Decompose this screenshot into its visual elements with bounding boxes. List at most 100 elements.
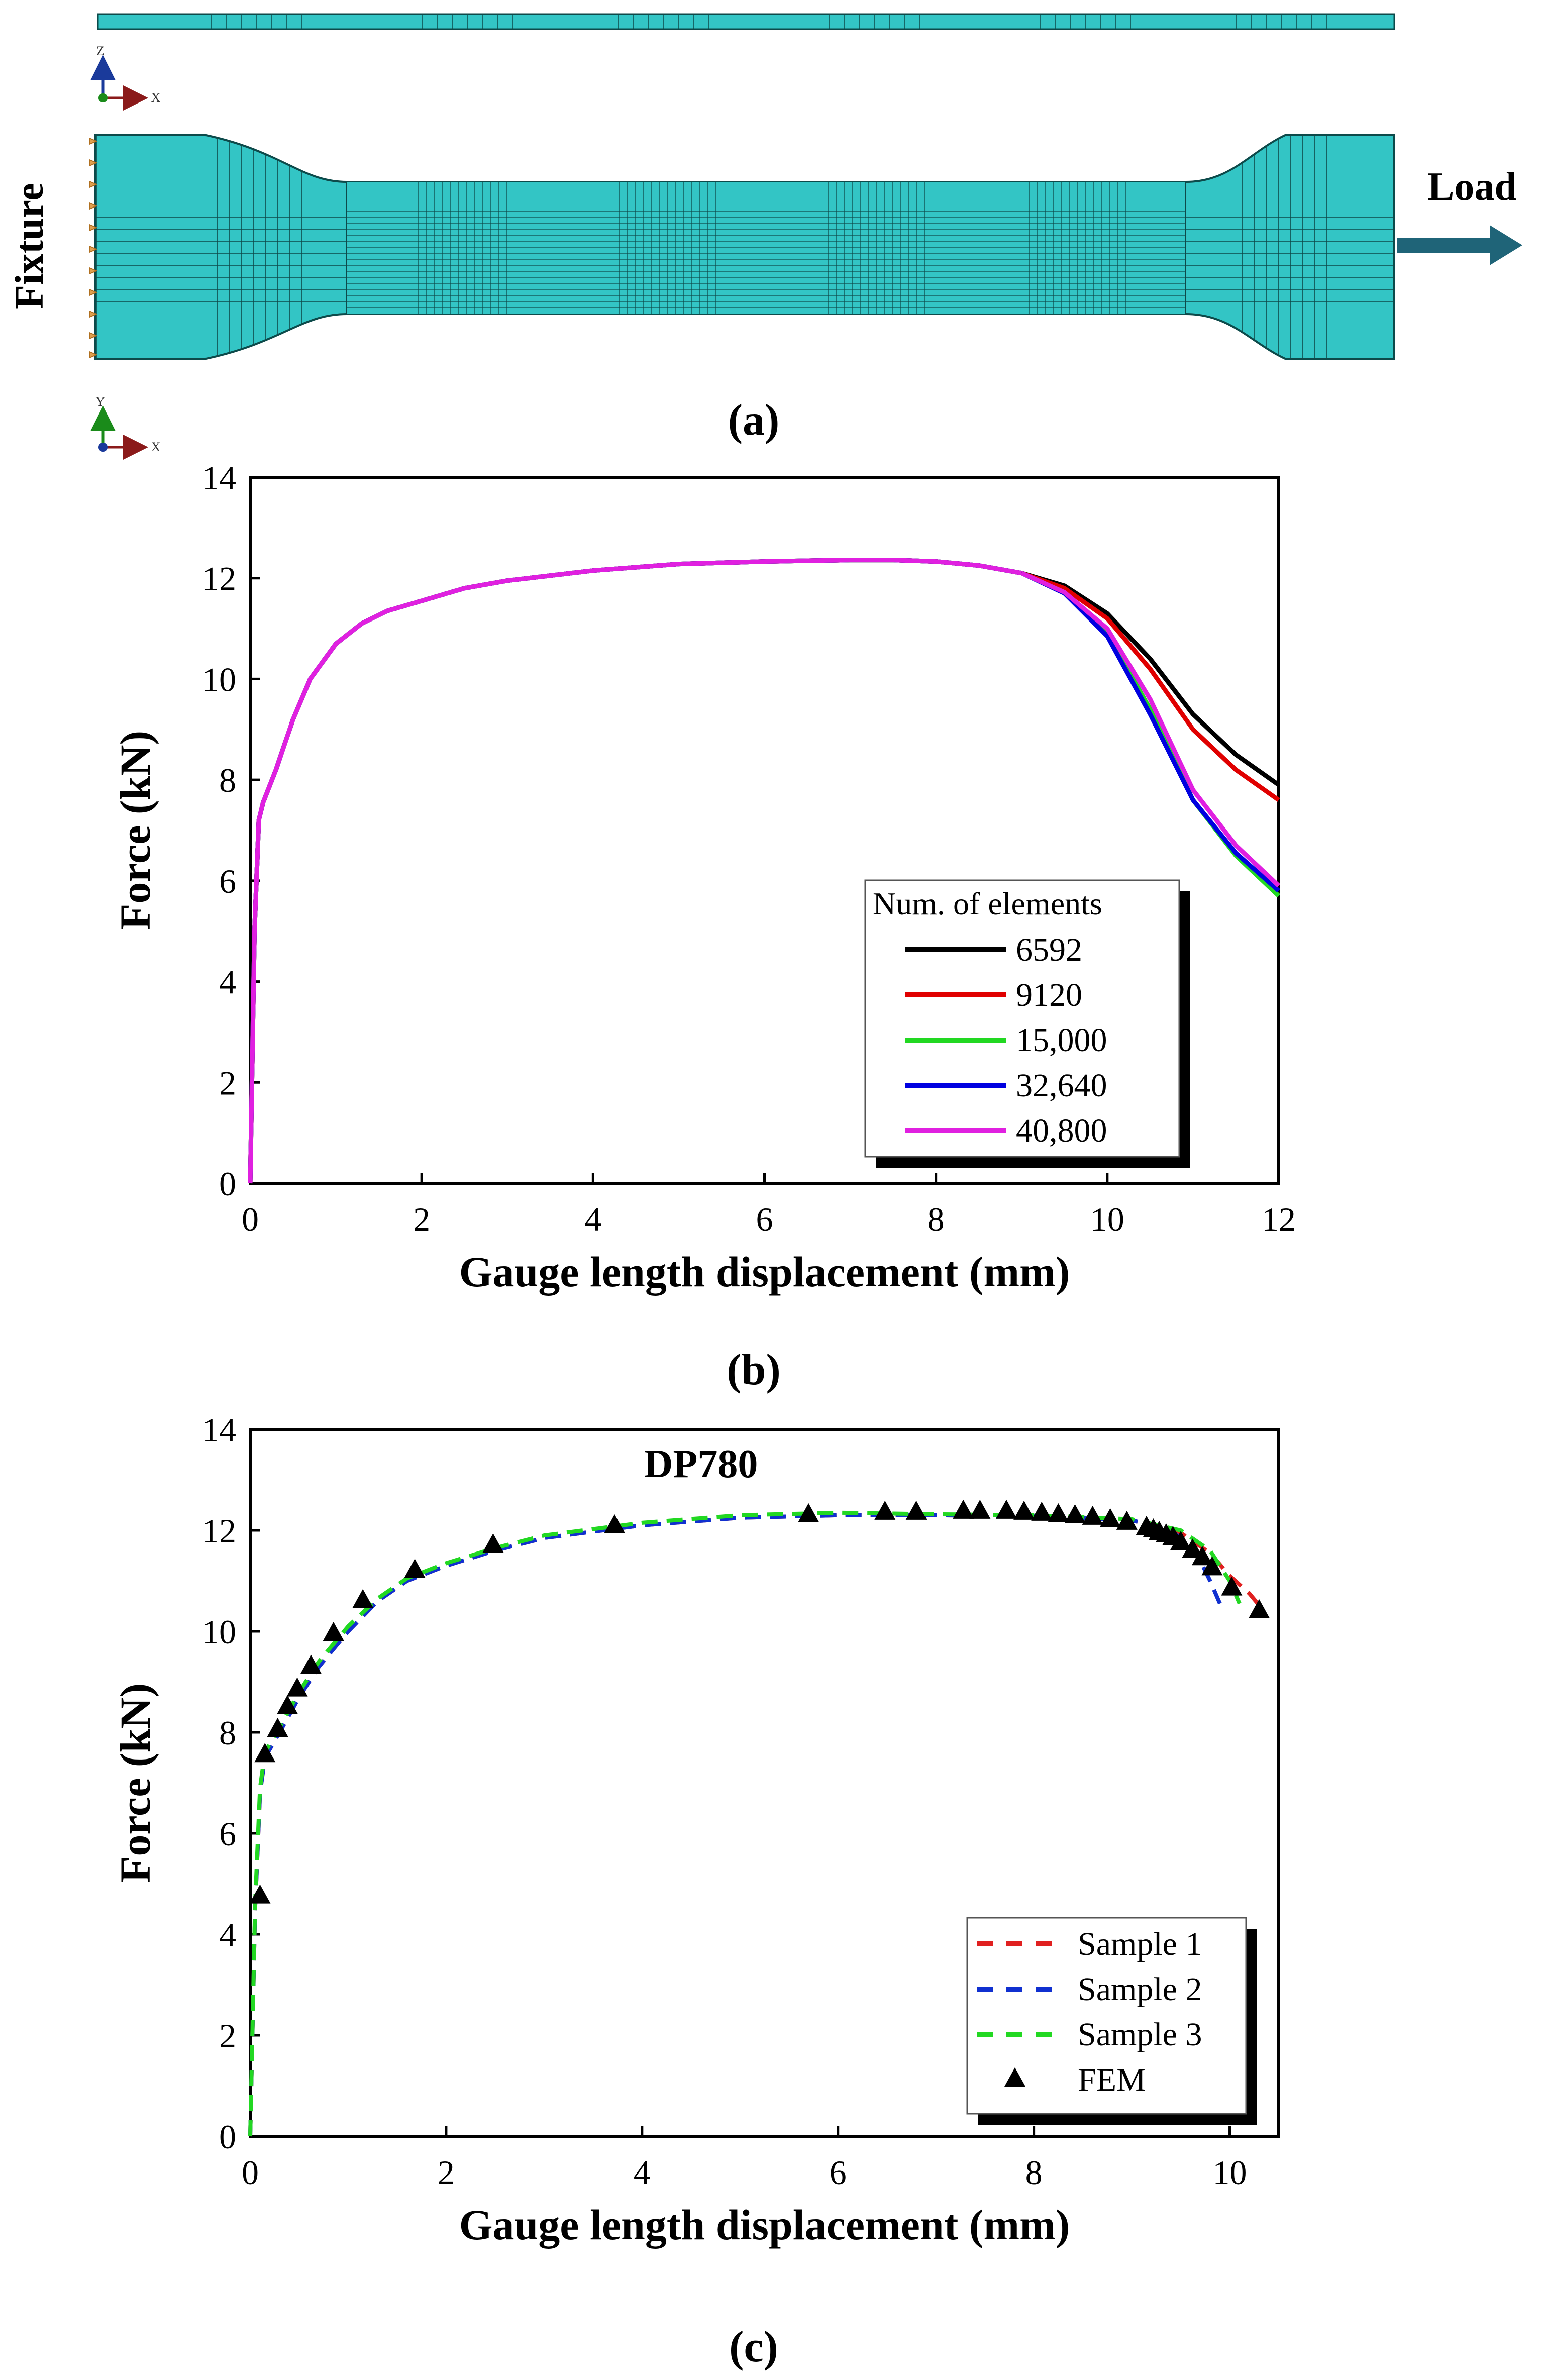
chart-c-series-fem-marker (404, 1559, 426, 1578)
chart-b-x-tick-label: 10 (1090, 1200, 1124, 1238)
chart-b-y-axis-label: Force (kN) (111, 731, 159, 930)
chart-c-legend-label: Sample 2 (1078, 1971, 1202, 2008)
chart-c-x-tick-label: 0 (242, 2153, 259, 2192)
chart-b-series-40800-line (1020, 571, 1281, 888)
chart-c-y-tick-label: 4 (219, 1916, 236, 1954)
chart-b-y-tick-label: 8 (219, 761, 236, 799)
mesh-side-view (97, 13, 1395, 30)
chart-c-y-tick-label: 6 (219, 1815, 236, 1853)
chart-c-series-fem-marker (1099, 1508, 1121, 1527)
chart-c-series-fem-marker (1064, 1504, 1086, 1523)
chart-c-y-tick-label: 8 (219, 1714, 236, 1752)
chart-b-series-6592-line (1021, 571, 1280, 787)
chart-c-series-fem-marker (1182, 1538, 1203, 1558)
chart-c-series-fem-marker (352, 1589, 374, 1608)
chart-c-caption: (c) (729, 2323, 778, 2371)
chart-b-legend-label: 40,800 (1016, 1112, 1107, 1149)
chart-c-y-tick-label: 10 (202, 1613, 236, 1651)
chart-b-legend-box (864, 879, 1180, 1158)
chart-b-x-tick-label: 12 (1262, 1200, 1296, 1238)
chart-c-series-fem-marker (1048, 1503, 1069, 1522)
chart-b-series-9120-line (1020, 571, 1280, 802)
chart-c-series-fem-marker (267, 1717, 288, 1737)
chart-c-legend-label: Sample 3 (1078, 2016, 1202, 2053)
chart-c-series-fem-marker (1249, 1599, 1270, 1618)
chart-c-series-fem-marker (1201, 1556, 1223, 1576)
chart-c-x-tick-label: 8 (1025, 2153, 1043, 2192)
chart-c-chart-title: DP780 (644, 1442, 758, 1486)
chart-c-series-fem-marker (1082, 1505, 1103, 1525)
chart-b-x-tick-label: 8 (928, 1200, 945, 1238)
triad-bottom-v-label: Y (96, 394, 106, 409)
chart-c-y-axis-label: Force (kN) (111, 1683, 159, 1883)
chart-b-y-tick-label: 4 (219, 963, 236, 1001)
load-arrow (1397, 225, 1522, 265)
chart-b-y-tick-label: 6 (219, 862, 236, 900)
chart-b-series-32640-line (1020, 571, 1280, 893)
chart-b-x-tick-label: 2 (413, 1200, 430, 1238)
panel-a: Z X Fixture Load (8, 13, 1522, 460)
chart-b-x-tick-label: 0 (242, 1200, 259, 1238)
chart-b-x-axis-label: Gauge length displacement (mm) (459, 1248, 1070, 1296)
chart-c-series-fem-marker (996, 1499, 1017, 1519)
chart-c-series-fem-marker (953, 1499, 974, 1519)
chart-c-y-tick-label: 14 (202, 1411, 236, 1449)
chart-c-series-fem-marker (905, 1500, 927, 1520)
chart-c: 0 2 4 6 8 10 0 2 4 6 8 10 12 14 Gauge length displacem… (111, 1411, 1280, 2371)
chart-c-series-fem-marker (286, 1677, 308, 1697)
chart-c-series-fem-marker (277, 1695, 298, 1714)
fixture-label: Fixture (8, 183, 52, 309)
chart-c-x-axis-label: Gauge length displacement (mm) (459, 2201, 1070, 2249)
chart-b-series-40800-shared-line (248, 558, 1022, 1184)
axis-triad-top: Z X (90, 44, 161, 111)
chart-c-x-tick-label: 10 (1213, 2153, 1247, 2192)
chart-c-legend-label: Sample 1 (1078, 1926, 1202, 1962)
chart-c-series-fem-marker (300, 1654, 322, 1674)
chart-c-series-fem-marker (604, 1514, 626, 1533)
chart-c-y-tick-label: 0 (219, 2118, 236, 2156)
chart-c-series-fem-marker (1013, 1500, 1035, 1520)
chart-c-series-fem-marker (482, 1533, 504, 1553)
fixture-markers (89, 137, 98, 359)
chart-c-series-fem-marker (1170, 1531, 1192, 1550)
chart-b-y-tick-label: 14 (202, 459, 236, 497)
chart-c-legend-label: FEM (1078, 2061, 1146, 2098)
chart-b-caption: (b) (727, 1346, 781, 1394)
chart-c-series-fem-marker (798, 1503, 819, 1522)
chart-c-series-fem-marker (1116, 1510, 1138, 1530)
chart-c-series-fem-marker (323, 1622, 344, 1641)
axis-triad-bottom: Y X (90, 394, 161, 460)
chart-c-series-fem-marker (1191, 1546, 1213, 1566)
load-label: Load (1427, 165, 1517, 209)
chart-c-legend-marker (1004, 2067, 1025, 2087)
chart-b-y-tick-label: 2 (219, 1064, 236, 1102)
mesh-gauge-fine (346, 181, 1186, 315)
chart-c-series-fem-marker (254, 1743, 276, 1763)
chart-c-plot-frame (249, 1428, 1280, 2138)
chart-b-legend-title: Num. of elements (873, 886, 1102, 921)
chart-b-legend-label: 15,000 (1016, 1022, 1107, 1059)
chart-b-x-tick-label: 6 (756, 1200, 773, 1238)
chart-c-y-tick-label: 2 (219, 2017, 236, 2055)
caption-a: (a) (728, 396, 780, 445)
chart-c-x-tick-label: 2 (438, 2153, 455, 2192)
chart-c-series-fem-marker (1221, 1576, 1243, 1596)
chart-c-series-fem-marker (969, 1499, 991, 1519)
chart-b-x-tick-label: 4 (584, 1200, 601, 1238)
chart-c-x-tick-label: 4 (634, 2153, 651, 2192)
chart-c-x-tick-label: 6 (830, 2153, 847, 2192)
chart-b-y-tick-label: 10 (202, 660, 236, 698)
triad-top-h-label: X (151, 90, 161, 105)
chart-c-series-fem-marker (874, 1500, 896, 1520)
chart-b: 0 2 4 6 8 10 12 0 2 4 6 8 10 12 14 Gauge length displac… (111, 459, 1296, 1394)
triad-bottom-h-label: X (151, 440, 161, 454)
triad-top-v-label: Z (96, 44, 105, 58)
chart-b-y-tick-label: 0 (219, 1165, 236, 1203)
chart-b-legend-label: 9120 (1016, 977, 1082, 1013)
chart-b-legend-label: 6592 (1016, 932, 1082, 968)
chart-b-legend-label: 32,640 (1016, 1067, 1107, 1104)
chart-c-series-fem-marker (1031, 1501, 1053, 1521)
chart-c-y-tick-label: 12 (202, 1512, 236, 1550)
chart-b-y-tick-label: 12 (202, 560, 236, 598)
